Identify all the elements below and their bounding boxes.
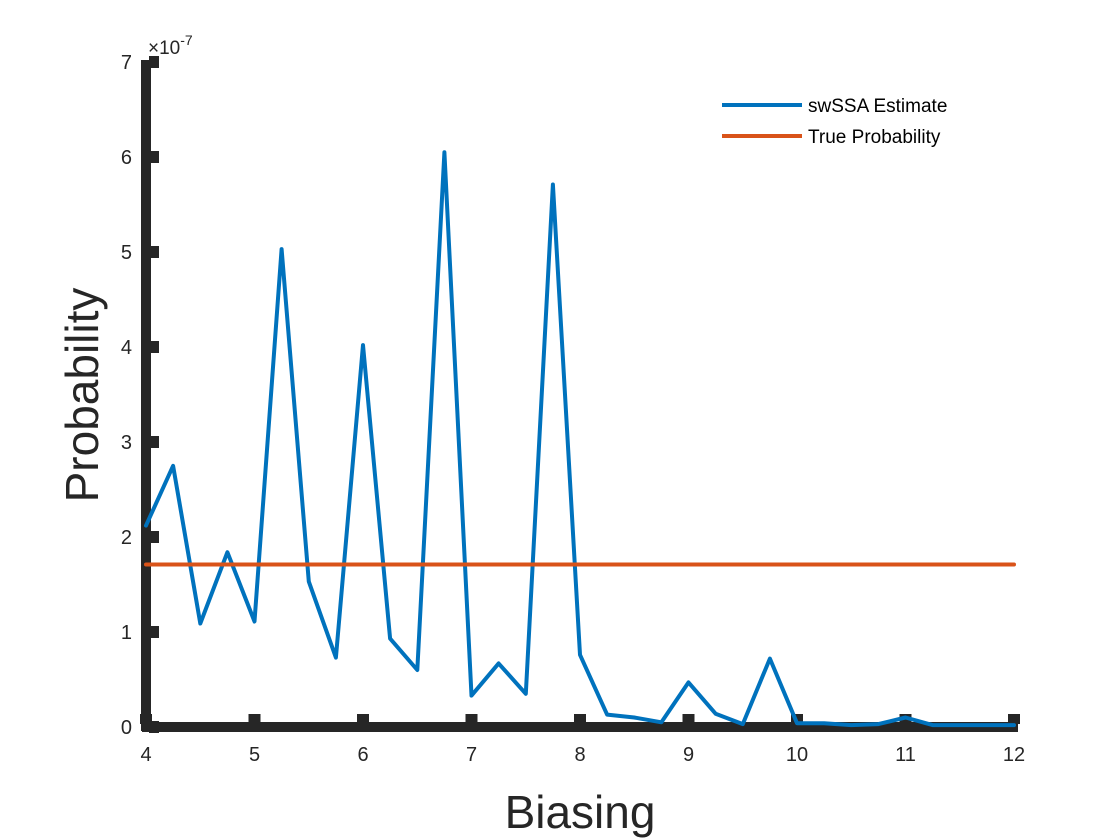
y-tick-label-7: 7 [121,52,132,74]
x-tick-label-12: 12 [1003,744,1025,766]
y-axis-exponent: ×10-7 [148,32,193,59]
y-axis-label: Probability [56,288,108,503]
x-tick-5 [248,714,261,724]
x-tick-label-4: 4 [140,744,151,766]
y-tick-label-6: 6 [121,147,132,169]
axes [141,60,1018,732]
x-tick-label-6: 6 [357,744,368,766]
y-tick-0 [149,721,159,733]
plot-background [146,62,1014,727]
y-tick-3 [149,436,159,448]
y-tick-label-4: 4 [121,337,132,359]
x-tick-6 [357,714,369,724]
x-tick-label-9: 9 [683,744,694,766]
y-tick-7 [149,56,159,68]
x-tick-12 [1008,714,1020,724]
x-tick-8 [574,714,586,724]
y-tick-label-2: 2 [121,527,132,549]
series-layer [144,150,1016,728]
x-tick-4 [140,714,152,724]
y-tick-label-1: 1 [121,622,132,644]
x-tick-label-7: 7 [466,744,477,766]
y-tick-2 [149,531,159,543]
legend-label-true-probability: True Probability [808,127,941,148]
x-tick-label-10: 10 [786,744,808,766]
ticks [140,56,1020,733]
series-line-swssa-estimate [144,150,1016,728]
y-tick-label-5: 5 [121,242,132,264]
x-tick-label-8: 8 [574,744,585,766]
y-tick-label-0: 0 [121,717,132,739]
y-tick-1 [149,626,159,638]
x-tick-label-11: 11 [895,744,916,766]
x-axis-label: Biasing [505,786,656,838]
x-tick-9 [682,714,695,724]
x-tick-7 [465,714,478,724]
y-tick-6 [149,151,159,163]
y-tick-5 [149,246,159,258]
legend-label-swssa-estimate: swSSA Estimate [808,96,947,117]
y-tick-label-3: 3 [121,432,132,454]
x-tick-label-5: 5 [249,744,260,766]
y-tick-4 [149,341,159,353]
legend: swSSA Estimate True Probability [722,96,947,148]
